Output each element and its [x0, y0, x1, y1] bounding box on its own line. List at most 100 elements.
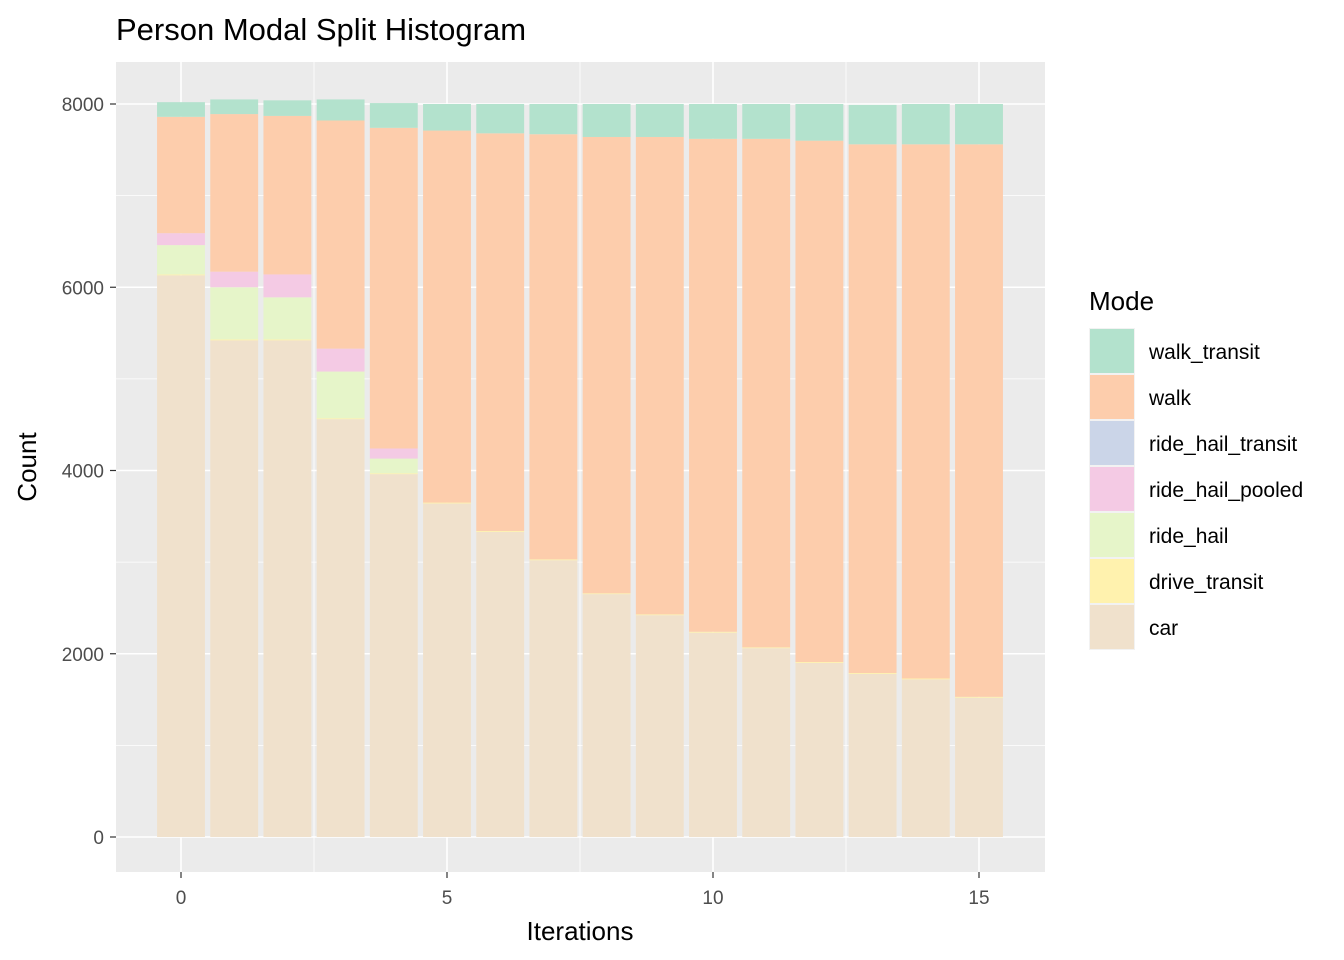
- bar-ride_hail-2: [263, 297, 312, 340]
- bar-walk-14: [901, 144, 950, 679]
- bar-drive_transit-14: [901, 678, 950, 680]
- bar-drive_transit-11: [742, 647, 791, 649]
- legend-label-drive_transit: drive_transit: [1149, 571, 1264, 594]
- bar-drive_transit-0: [157, 274, 205, 276]
- bar-walk_transit-7: [529, 104, 578, 135]
- x-axis-title: Iterations: [527, 916, 634, 946]
- x-axis: 0 5 10 15: [176, 872, 990, 909]
- bar-stack-12: [795, 104, 844, 837]
- bar-car-15: [955, 697, 1003, 837]
- bar-walk_transit-15: [955, 104, 1003, 145]
- bar-walk-5: [423, 130, 471, 503]
- bar-walk-10: [689, 138, 737, 632]
- legend-swatch-walk: [1090, 375, 1134, 419]
- legend-label-ride_hail_transit: ride_hail_transit: [1149, 433, 1297, 456]
- bar-car-12: [795, 662, 844, 837]
- bar-ride_hail_pooled-2: [263, 274, 312, 298]
- bar-drive_transit-3: [316, 418, 365, 420]
- bar-walk_transit-9: [635, 104, 684, 137]
- legend-swatch-walk_transit: [1090, 329, 1134, 373]
- legend-label-walk_transit: walk_transit: [1148, 341, 1260, 364]
- bar-walk-6: [476, 133, 525, 531]
- bar-walk_transit-4: [369, 103, 418, 128]
- bar-stack-0: [157, 102, 205, 837]
- bar-car-11: [742, 648, 791, 837]
- bar-drive_transit-10: [689, 631, 737, 633]
- bar-walk_transit-6: [476, 104, 525, 134]
- bar-stack-10: [689, 104, 737, 837]
- bar-car-9: [635, 615, 684, 837]
- legend-swatch-car: [1090, 605, 1134, 649]
- bar-walk-9: [635, 136, 684, 615]
- bar-walk_transit-5: [423, 104, 471, 131]
- bar-walk_transit-13: [848, 104, 897, 145]
- bar-walk_transit-1: [210, 99, 259, 115]
- bar-drive_transit-15: [955, 696, 1003, 698]
- bar-walk_transit-0: [157, 102, 205, 117]
- bar-walk-2: [263, 115, 312, 275]
- y-tick-label: 2000: [62, 645, 104, 666]
- bar-stack-2: [263, 100, 312, 837]
- y-tick-label: 0: [93, 828, 104, 849]
- bar-walk-15: [955, 144, 1003, 697]
- bar-walk_transit-14: [901, 104, 950, 145]
- bar-drive_transit-5: [423, 502, 471, 504]
- bar-walk-13: [848, 144, 897, 673]
- bar-car-14: [901, 679, 950, 837]
- legend-label-ride_hail_pooled: ride_hail_pooled: [1149, 479, 1303, 502]
- bar-walk-4: [369, 127, 418, 449]
- bar-drive_transit-7: [529, 559, 578, 561]
- bar-car-6: [476, 531, 525, 837]
- bar-ride_hail_pooled-3: [316, 348, 365, 372]
- bar-car-13: [848, 673, 897, 837]
- bar-walk-0: [157, 116, 205, 234]
- bar-drive_transit-1: [210, 339, 259, 341]
- legend-swatch-drive_transit: [1090, 559, 1134, 603]
- bar-stack-4: [369, 103, 418, 837]
- y-tick-label: 8000: [62, 95, 104, 116]
- bar-stack-13: [848, 104, 897, 837]
- bar-car-4: [369, 474, 418, 837]
- bar-drive_transit-12: [795, 661, 844, 663]
- bar-car-3: [316, 419, 365, 837]
- bar-car-2: [263, 340, 312, 837]
- x-tick-label: 15: [968, 888, 989, 909]
- bar-walk-1: [210, 114, 259, 272]
- bar-walk_transit-12: [795, 104, 844, 141]
- bar-drive_transit-13: [848, 672, 897, 674]
- bar-walk-11: [742, 138, 791, 648]
- x-tick-label: 0: [176, 888, 187, 909]
- legend-label-ride_hail: ride_hail: [1149, 525, 1228, 548]
- y-tick-label: 4000: [62, 462, 104, 483]
- bars: [157, 99, 1003, 837]
- bar-car-10: [689, 632, 737, 837]
- y-tick-label: 6000: [62, 278, 104, 299]
- bar-stack-7: [529, 104, 578, 837]
- bar-drive_transit-2: [263, 339, 312, 341]
- bar-car-8: [582, 594, 631, 837]
- bar-car-0: [157, 275, 205, 837]
- bar-stack-9: [635, 104, 684, 837]
- chart-title: Person Modal Split Histogram: [116, 12, 526, 47]
- y-axis-title: Count: [12, 432, 42, 502]
- bar-ride_hail_pooled-4: [369, 448, 418, 459]
- bar-car-7: [529, 560, 578, 837]
- legend-label-car: car: [1149, 617, 1178, 640]
- legend-title: Mode: [1089, 286, 1154, 316]
- bar-car-5: [423, 503, 471, 837]
- bar-stack-8: [582, 104, 631, 837]
- bar-ride_hail-3: [316, 371, 365, 419]
- bar-stack-6: [476, 104, 525, 837]
- bar-walk_transit-11: [742, 104, 791, 139]
- x-tick-label: 10: [702, 888, 723, 909]
- bar-stack-14: [901, 104, 950, 837]
- bar-walk-12: [795, 140, 844, 662]
- bar-ride_hail-0: [157, 245, 205, 275]
- bar-stack-11: [742, 104, 791, 837]
- bar-walk_transit-2: [263, 100, 312, 116]
- bar-drive_transit-8: [582, 593, 631, 595]
- bar-walk-3: [316, 120, 365, 349]
- y-axis: 0 2000 4000 6000 8000: [62, 95, 116, 849]
